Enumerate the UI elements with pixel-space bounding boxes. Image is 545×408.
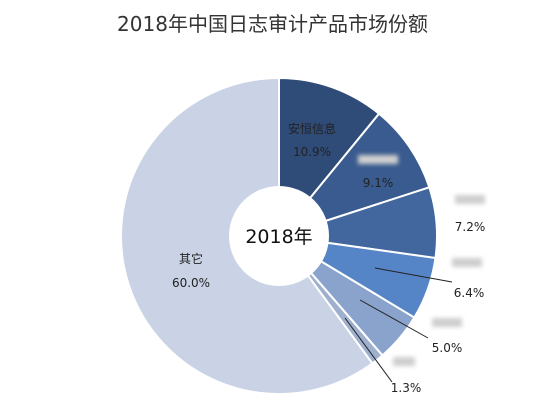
slice-value-label: 7.2% [455, 220, 486, 234]
obscured-slice-name [455, 195, 485, 204]
slice-name-label: 其它 [179, 251, 203, 266]
chart-title: 2018年中国日志审计产品市场份额 [117, 12, 428, 36]
slice-value-label: 6.4% [454, 286, 485, 300]
slice-value-label: 5.0% [432, 341, 463, 355]
slice-value-label: 10.9% [293, 145, 331, 159]
slice-value-label: 60.0% [172, 276, 210, 290]
slice-name-label: 安恒信息 [288, 121, 336, 136]
donut-hole [229, 186, 329, 286]
leader-line [374, 267, 453, 283]
obscured-slice-name [358, 155, 398, 164]
leader-line [359, 299, 429, 339]
obscured-slice-name [432, 318, 462, 327]
leader-line [344, 317, 393, 383]
slice-labels: 安恒信息 10.9% 9.1% 7.2% 6.4% 5.0% 1.3% 其它 60.0% [172, 121, 485, 395]
slice-value-label: 1.3% [391, 381, 422, 395]
slice-value-label: 9.1% [363, 176, 394, 190]
obscured-slice-name [452, 258, 482, 267]
leader-lines [344, 267, 453, 383]
center-label: 2018年 [245, 226, 312, 248]
obscured-slice-name [393, 357, 415, 366]
